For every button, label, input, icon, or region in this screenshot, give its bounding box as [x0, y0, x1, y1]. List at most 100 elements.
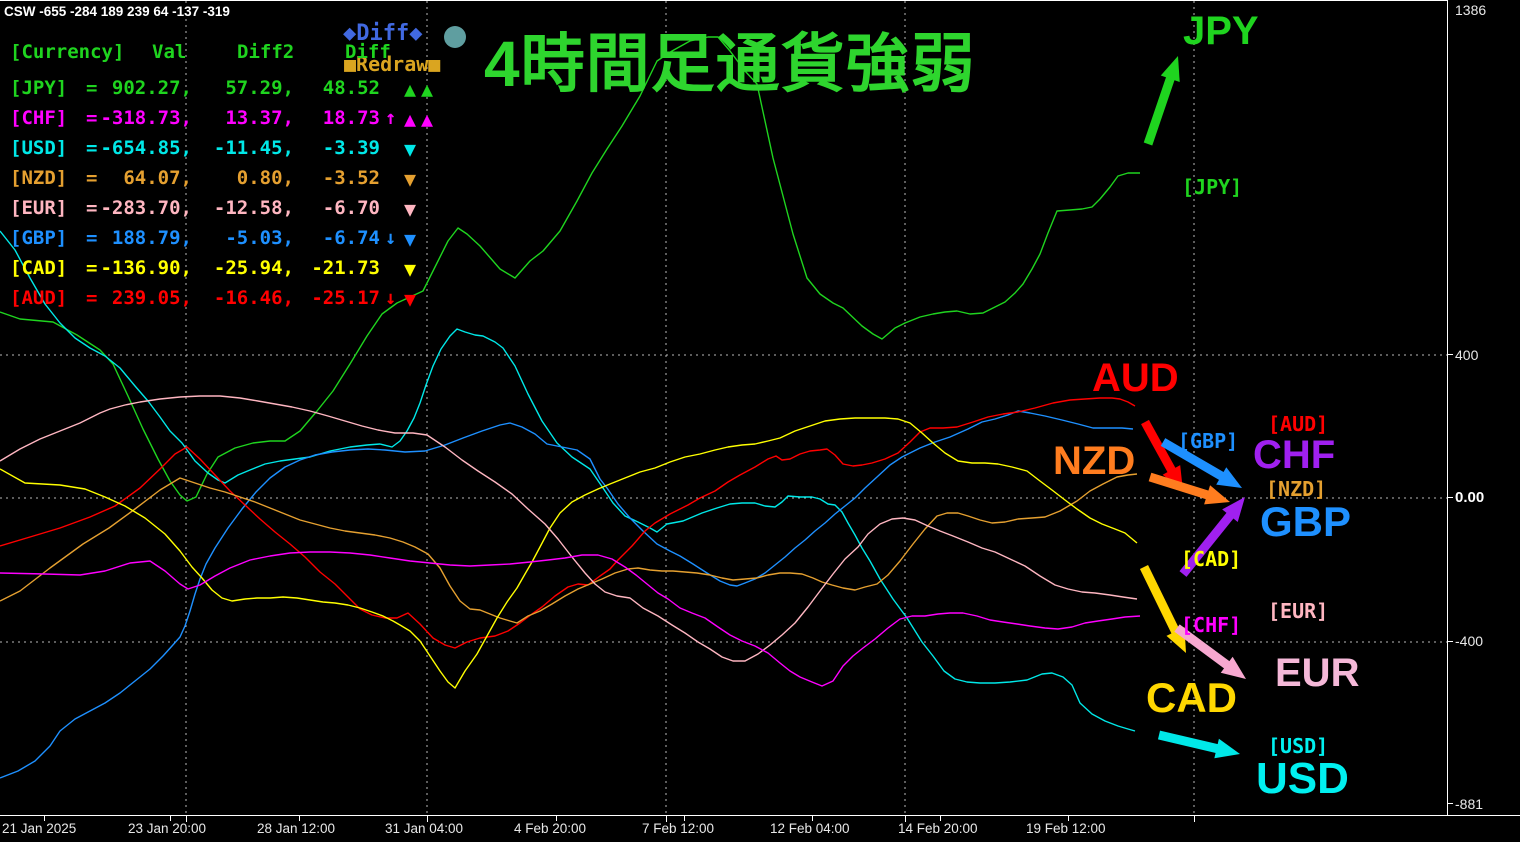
diff-cell: 18.73 — [322, 107, 380, 129]
legend-row-usd: [USD] = -654.85, -11.45, -3.39 ▼ — [0, 137, 480, 163]
x-axis-label: 19 Feb 12:00 — [1026, 821, 1106, 836]
diff2-cell: -25.94, — [213, 257, 294, 279]
redraw-button[interactable]: ■Redraw■ — [344, 52, 441, 76]
diff2-cell: -11.45, — [213, 137, 294, 159]
big-label-cad: CAD — [1146, 674, 1237, 721]
trend-markers: ▼ — [404, 137, 421, 161]
value-cell: -654.85, — [100, 137, 192, 159]
trend-triangle-icon: ▲ — [421, 107, 434, 131]
equals-sign: = — [86, 137, 98, 159]
series-line-gbp — [0, 410, 1134, 779]
series-tag-usd: [USD] — [1268, 734, 1329, 758]
trend-markers: ▼ — [404, 287, 421, 311]
trend-triangle-icon: ▼ — [404, 287, 417, 311]
trend-suffix-icon: ↑ — [385, 107, 397, 129]
indicator-dot-button[interactable] — [444, 26, 466, 48]
currency-label: [CAD] — [10, 257, 68, 279]
big-label-chf: CHF — [1253, 433, 1336, 477]
series-tag-jpy: [JPY] — [1182, 175, 1243, 199]
chf-trend-arrow-head — [1222, 497, 1245, 522]
cad-trend-arrow — [1139, 565, 1182, 638]
usd-trend-arrow-head — [1214, 738, 1240, 759]
aud-trend-arrow — [1141, 419, 1178, 476]
series-line-cad — [0, 417, 1138, 689]
legend-row-cad: [CAD] = -136.90, -25.94, -21.73 ▼ — [0, 257, 480, 283]
y-axis-tick — [1448, 497, 1453, 498]
x-axis-label: 4 Feb 20:00 — [514, 821, 587, 836]
diff-toggle-button[interactable]: ◆Diff◆ — [343, 21, 423, 46]
legend-row-chf: [CHF] = -318.73, 13.37, 18.73 ↑ ▲ ▲ — [0, 107, 480, 133]
x-axis-label: 28 Jan 12:00 — [257, 821, 336, 836]
legend-table: ◆Diff◆ ■Redraw■ [Currency] Val Diff2 Dif… — [0, 1, 480, 321]
currency-label: [EUR] — [10, 197, 68, 219]
diff-cell: -6.70 — [322, 197, 380, 219]
trend-triangle-icon: ▼ — [404, 137, 417, 161]
x-axis-label: 21 Jan 2025 — [2, 821, 77, 836]
trend-triangle-icon: ▲ — [404, 77, 417, 101]
x-axis-tick — [44, 816, 45, 821]
price-axis[interactable]: 1386 400 0.00 -400 -881 — [1447, 0, 1520, 815]
trend-markers: ▼ — [404, 167, 421, 191]
trend-triangle-icon: ▼ — [404, 197, 417, 221]
diff-cell: -25.17 — [311, 287, 380, 309]
big-label-gbp: GBP — [1260, 498, 1352, 545]
series-line-chf — [0, 551, 1141, 687]
big-label-aud: AUD — [1092, 356, 1179, 400]
y-axis-tick — [1448, 354, 1453, 355]
value-cell: 239.05, — [111, 287, 192, 309]
equals-sign: = — [86, 197, 98, 219]
usd-trend-arrow — [1157, 730, 1222, 754]
diff-cell: 48.52 — [322, 77, 380, 99]
currency-label: [USD] — [10, 137, 68, 159]
header-currency: [Currency] — [10, 41, 125, 63]
value-cell: 902.27, — [111, 77, 192, 99]
chart-plot-area[interactable]: CSW -655 -284 189 239 64 -137 -319 4時間足通… — [0, 0, 1447, 816]
diff2-cell: -12.58, — [213, 197, 294, 219]
series-tag-eur: [EUR] — [1268, 599, 1329, 623]
diff2-cell: -5.03, — [225, 227, 294, 249]
trend-suffix-icon: ↓ — [385, 227, 397, 249]
x-axis-tick — [684, 816, 685, 821]
x-axis-tick — [812, 816, 813, 821]
diff-cell: -3.39 — [322, 137, 380, 159]
x-axis-grid-tick — [666, 816, 667, 822]
legend-row-jpy: [JPY] = 902.27, 57.29, 48.52 ▲ ▲ — [0, 77, 480, 103]
currency-strength-chart — [0, 1, 1447, 816]
equals-sign: = — [86, 257, 98, 279]
equals-sign: = — [86, 287, 98, 309]
x-axis-grid-tick — [1194, 816, 1195, 822]
legend-row-eur: [EUR] = -283.70, -12.58, -6.70 ▼ — [0, 197, 480, 223]
eur-trend-arrow-head — [1220, 656, 1246, 679]
y-axis-label: 0.00 — [1455, 489, 1485, 506]
trend-markers: ▼ — [404, 257, 421, 281]
y-axis-label: 400 — [1455, 347, 1479, 363]
diff-cell: -6.74 — [322, 227, 380, 249]
series-line-eur — [0, 395, 1138, 662]
value-cell: -318.73, — [100, 107, 192, 129]
x-axis-grid-tick — [427, 816, 428, 822]
x-axis-tick — [1068, 816, 1069, 821]
trend-triangle-icon: ▲ — [404, 107, 417, 131]
currency-label: [GBP] — [10, 227, 68, 249]
x-axis-label: 31 Jan 04:00 — [385, 821, 464, 836]
diff-cell: -3.52 — [322, 167, 380, 189]
series-tag-chf: [CHF] — [1181, 613, 1242, 637]
trend-suffix-icon: ↓ — [385, 287, 397, 309]
jpy-trend-arrow — [1143, 73, 1176, 146]
header-val: Val — [152, 41, 187, 63]
trend-markers: ▲ ▲ — [404, 107, 438, 131]
diff2-cell: 57.29, — [225, 77, 294, 99]
gbp-trend-arrow-head — [1216, 467, 1242, 488]
header-diff: Diff — [345, 41, 391, 63]
series-line-aud — [0, 397, 1136, 649]
time-axis[interactable]: 21 Jan 2025 23 Jan 20:00 28 Jan 12:00 31 Ja… — [0, 815, 1520, 842]
trend-triangle-icon: ▼ — [404, 167, 417, 191]
nzd-trend-arrow — [1148, 472, 1213, 501]
legend-row-nzd: [NZD] = 64.07, 0.80, -3.52 ▼ — [0, 167, 480, 193]
value-cell: 188.79, — [111, 227, 192, 249]
equals-sign: = — [86, 107, 98, 129]
chart-title: 4時間足通貨強弱 — [484, 28, 976, 100]
diff2-cell: 13.37, — [225, 107, 294, 129]
equals-sign: = — [86, 167, 98, 189]
